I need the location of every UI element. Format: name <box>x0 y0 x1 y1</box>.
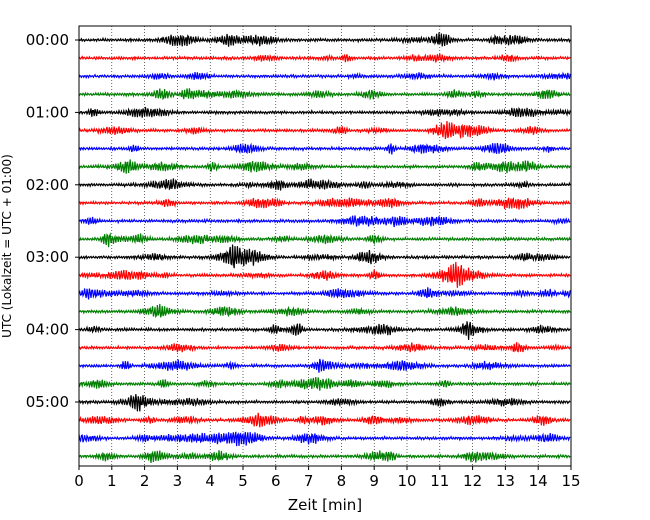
trace-line <box>78 303 571 319</box>
x-tick-label: 9 <box>369 472 379 490</box>
y-axis-ticks: 00:00 01:00 02:00 03:00 04:00 05:00 <box>26 31 79 411</box>
trace-line <box>78 106 571 118</box>
y-axis-label: UTC (Lokalzeit = UTC + 01:00) <box>0 154 14 338</box>
trace-line <box>78 178 571 191</box>
trace-line <box>78 261 571 288</box>
x-axis-ticks: 0 1 2 3 4 5 6 7 8 9 10 11 12 13 14 15 <box>74 466 581 490</box>
seismic-traces <box>78 32 571 464</box>
x-tick-label: 11 <box>430 472 449 490</box>
trace-line <box>78 197 571 210</box>
x-tick-label: 2 <box>140 472 150 490</box>
vertical-grid <box>111 26 539 466</box>
trace-line <box>78 342 571 353</box>
y-tick-label: 01:00 <box>26 103 69 121</box>
trace-line <box>78 321 571 340</box>
x-axis-label: Zeit [min] <box>288 496 362 514</box>
trace-line <box>78 215 571 228</box>
trace-line <box>78 244 571 269</box>
trace-line <box>78 287 571 300</box>
trace-line <box>78 88 571 101</box>
x-tick-label: 10 <box>397 472 416 490</box>
trace-line <box>78 358 571 373</box>
y-tick-label: 03:00 <box>26 248 69 266</box>
plot-frame <box>78 25 572 467</box>
x-tick-label: 5 <box>238 472 248 490</box>
x-tick-label: 13 <box>496 472 515 490</box>
x-tick-label: 7 <box>304 472 314 490</box>
x-tick-label: 14 <box>529 472 548 490</box>
trace-line <box>78 376 571 391</box>
y-tick-label: 00:00 <box>26 31 69 49</box>
trace-line <box>78 53 571 64</box>
x-tick-label: 4 <box>205 472 215 490</box>
x-tick-label: 0 <box>74 472 84 490</box>
trace-line <box>78 232 571 248</box>
y-tick-label: 04:00 <box>26 321 69 339</box>
x-tick-label: 15 <box>561 472 580 490</box>
x-tick-label: 6 <box>271 472 281 490</box>
trace-line <box>78 159 571 174</box>
x-tick-label: 1 <box>107 472 117 490</box>
x-tick-label: 8 <box>337 472 347 490</box>
trace-line <box>78 450 571 464</box>
x-tick-label: 3 <box>173 472 183 490</box>
trace-line <box>78 32 571 47</box>
trace-line <box>78 412 571 428</box>
trace-line <box>78 431 571 447</box>
trace-line <box>78 394 571 412</box>
trace-line <box>78 121 571 140</box>
x-tick-label: 12 <box>463 472 482 490</box>
trace-line <box>78 142 571 155</box>
trace-line <box>78 71 571 81</box>
y-tick-label: 05:00 <box>26 393 69 411</box>
y-tick-label: 02:00 <box>26 176 69 194</box>
